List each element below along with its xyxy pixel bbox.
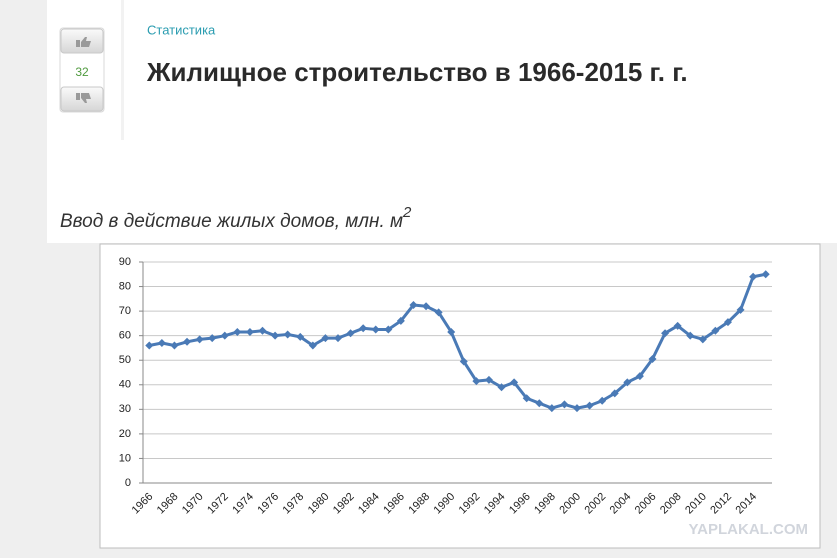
data-point [245,327,254,336]
data-point [484,375,493,384]
data-point [598,396,607,405]
y-tick-label: 50 [119,354,131,366]
article-title: Жилищное строительство в 1966-2015 г. г. [146,57,688,87]
y-tick-label: 90 [119,256,131,268]
separator [121,0,124,140]
data-point [346,329,355,338]
data-point [296,332,305,341]
caption-superscript: 2 [402,204,412,221]
data-point [371,325,380,334]
data-point [183,337,192,346]
y-tick-label: 30 [119,403,131,415]
thumb-up-icon [76,37,91,47]
data-point [409,300,418,309]
data-point [673,321,682,330]
data-point [723,318,732,327]
data-point [321,334,330,343]
data-point [233,327,242,336]
y-tick-label: 10 [119,452,131,464]
watermark: YAPLAKAL.COM [689,521,808,538]
data-point [208,334,217,343]
data-point [170,341,179,350]
data-point [711,326,720,335]
data-point [447,327,456,336]
vote-count: 32 [75,65,89,79]
data-point [497,383,506,392]
data-point [459,357,468,366]
data-point [384,325,393,334]
data-point [736,305,745,314]
y-tick-label: 0 [125,477,131,489]
data-point [271,331,280,340]
data-point [258,326,267,335]
data-point [623,378,632,387]
data-point [333,334,342,343]
data-point [283,330,292,339]
data-point [585,401,594,410]
data-point [686,331,695,340]
caption: Ввод в действие жилых домов, млн. м2 [60,204,412,232]
y-tick-label: 80 [119,280,131,292]
data-point [761,270,770,279]
chart-frame [99,243,821,549]
y-tick-label: 60 [119,330,131,342]
data-point [522,394,531,403]
data-point [610,389,619,398]
data-point [220,331,229,340]
data-point [749,272,758,281]
article-panel [47,0,837,243]
data-point [535,399,544,408]
y-tick-label: 70 [119,305,131,317]
data-point [573,404,582,413]
data-point [145,341,154,350]
data-point [635,372,644,381]
data-point [661,329,670,338]
y-tick-label: 20 [119,428,131,440]
data-point [359,324,368,333]
data-point [396,316,405,325]
data-point [157,339,166,348]
data-point [422,302,431,311]
data-point [434,308,443,317]
category-link[interactable]: Статистика [147,22,216,37]
data-point [698,335,707,344]
data-point [560,400,569,409]
y-tick-label: 40 [119,379,131,391]
data-point [195,335,204,344]
thumb-down-icon [76,93,91,103]
data-point [472,377,481,386]
data-point [648,354,657,363]
data-point [308,341,317,350]
data-point [510,378,519,387]
caption-text: Ввод в действие жилых домов, млн. м [60,211,403,232]
data-point [547,404,556,413]
